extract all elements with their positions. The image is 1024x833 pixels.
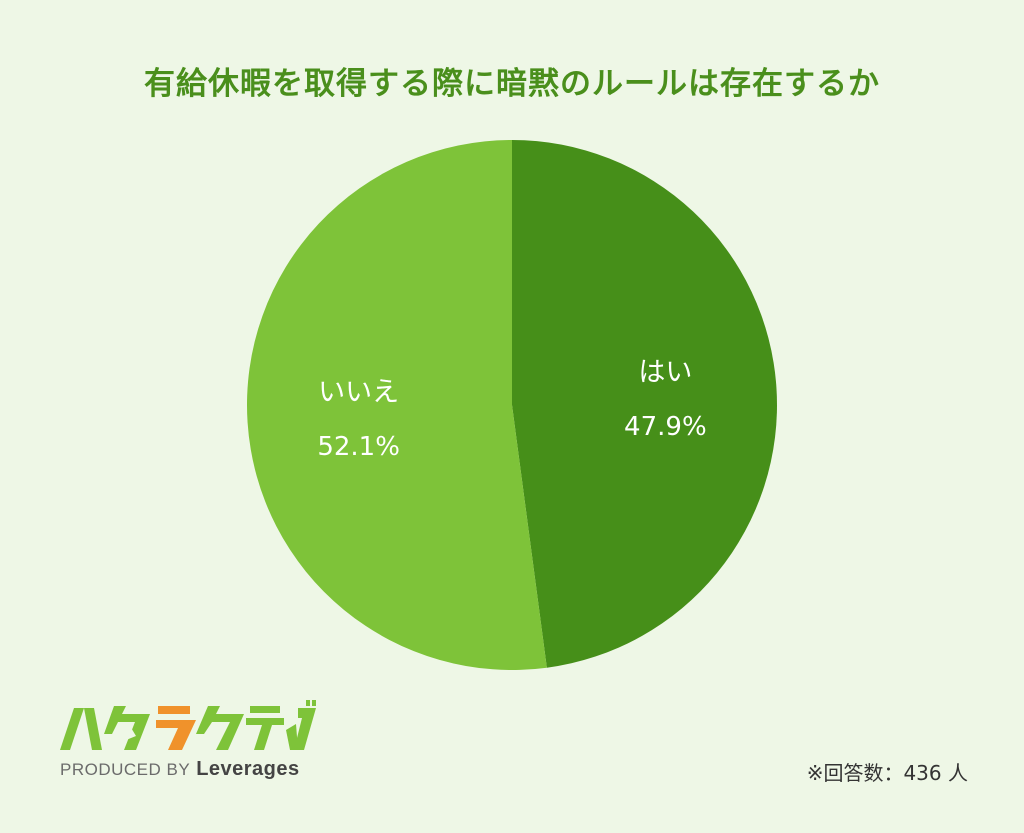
brand-logo-area: PRODUCED BY Leverages	[58, 700, 338, 790]
brand-name: Leverages	[196, 758, 300, 780]
slice-value-no: 52.1%	[317, 432, 400, 462]
pie-slice-yes	[512, 140, 778, 668]
slice-value-yes: 47.9%	[624, 412, 707, 442]
respondent-count: ※回答数：436 人	[806, 761, 968, 785]
slice-label-yes: はい	[638, 357, 692, 388]
produced-by-label: PRODUCED BY	[60, 760, 191, 779]
chart-title: 有給休暇を取得する際に暗黙のルールは存在するか	[144, 66, 880, 102]
hataractive-logo	[60, 700, 316, 750]
pie-slice-no	[247, 140, 547, 670]
produced-by-line: PRODUCED BY Leverages	[60, 758, 300, 781]
slice-label-no: いいえ	[318, 377, 399, 408]
